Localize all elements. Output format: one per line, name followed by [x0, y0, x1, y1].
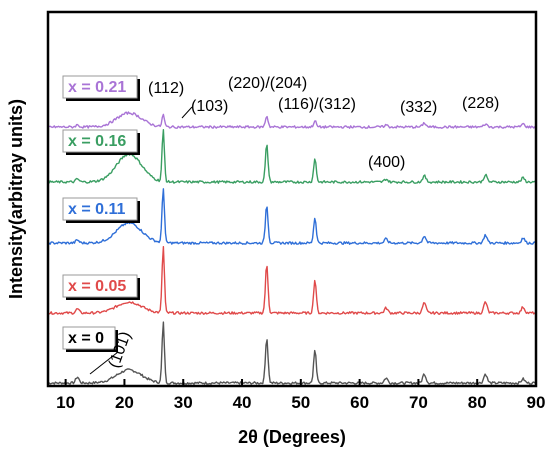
series-line — [47, 246, 537, 315]
label-box — [62, 274, 138, 298]
peak-annotation: (332) — [400, 99, 437, 116]
series-line — [47, 321, 537, 385]
peak-annotation: (112) — [148, 80, 184, 97]
series-label: x = 0 — [68, 330, 104, 347]
x-tick-label: 40 — [233, 393, 252, 412]
x-tick-label: 20 — [115, 393, 134, 412]
x-tick-label: 90 — [527, 393, 546, 412]
label-box — [62, 129, 138, 153]
x-tick-label: 30 — [174, 393, 193, 412]
x-tick-label: 70 — [409, 393, 428, 412]
peak-annotation: (116)/(312) — [278, 96, 356, 113]
annotation-pointer — [89, 351, 119, 375]
x-tick-label: 50 — [291, 393, 310, 412]
peak-annotations: (101)(112)(103)(220)/(204)(116)/(312) (33… — [89, 75, 499, 375]
series-label: x = 0.21 — [68, 79, 126, 96]
peak-annotation: (228) — [462, 95, 499, 112]
series-label: x = 0.11 — [68, 201, 125, 218]
x-tick-label: 80 — [468, 393, 487, 412]
label-box — [62, 326, 116, 350]
plot-frame — [46, 10, 538, 388]
peak-annotation: (103) — [191, 98, 228, 115]
x-axis-title: 2θ (Degrees) — [238, 427, 346, 447]
peak-annotation: (400) — [368, 154, 405, 171]
x-tick-label: 60 — [350, 393, 369, 412]
peak-annotation: (220)/(204) — [228, 75, 307, 92]
legend-labels: x = 0 x = 0.05 x = 0.11 x = 0.16 x = 0.21 — [62, 75, 140, 352]
series-label: x = 0.16 — [68, 133, 126, 150]
series-line — [47, 188, 537, 245]
label-box — [62, 75, 138, 99]
series-line — [47, 111, 537, 129]
y-axis-title: Intensity(arbitray units) — [6, 99, 26, 299]
x-tick-label: 10 — [56, 393, 75, 412]
series-label: x = 0.05 — [68, 278, 126, 295]
x-axis-ticks: 10 20 30 40 50 60 70 80 90 — [56, 379, 545, 412]
label-box — [62, 197, 138, 221]
annotation-pointer — [181, 106, 193, 119]
